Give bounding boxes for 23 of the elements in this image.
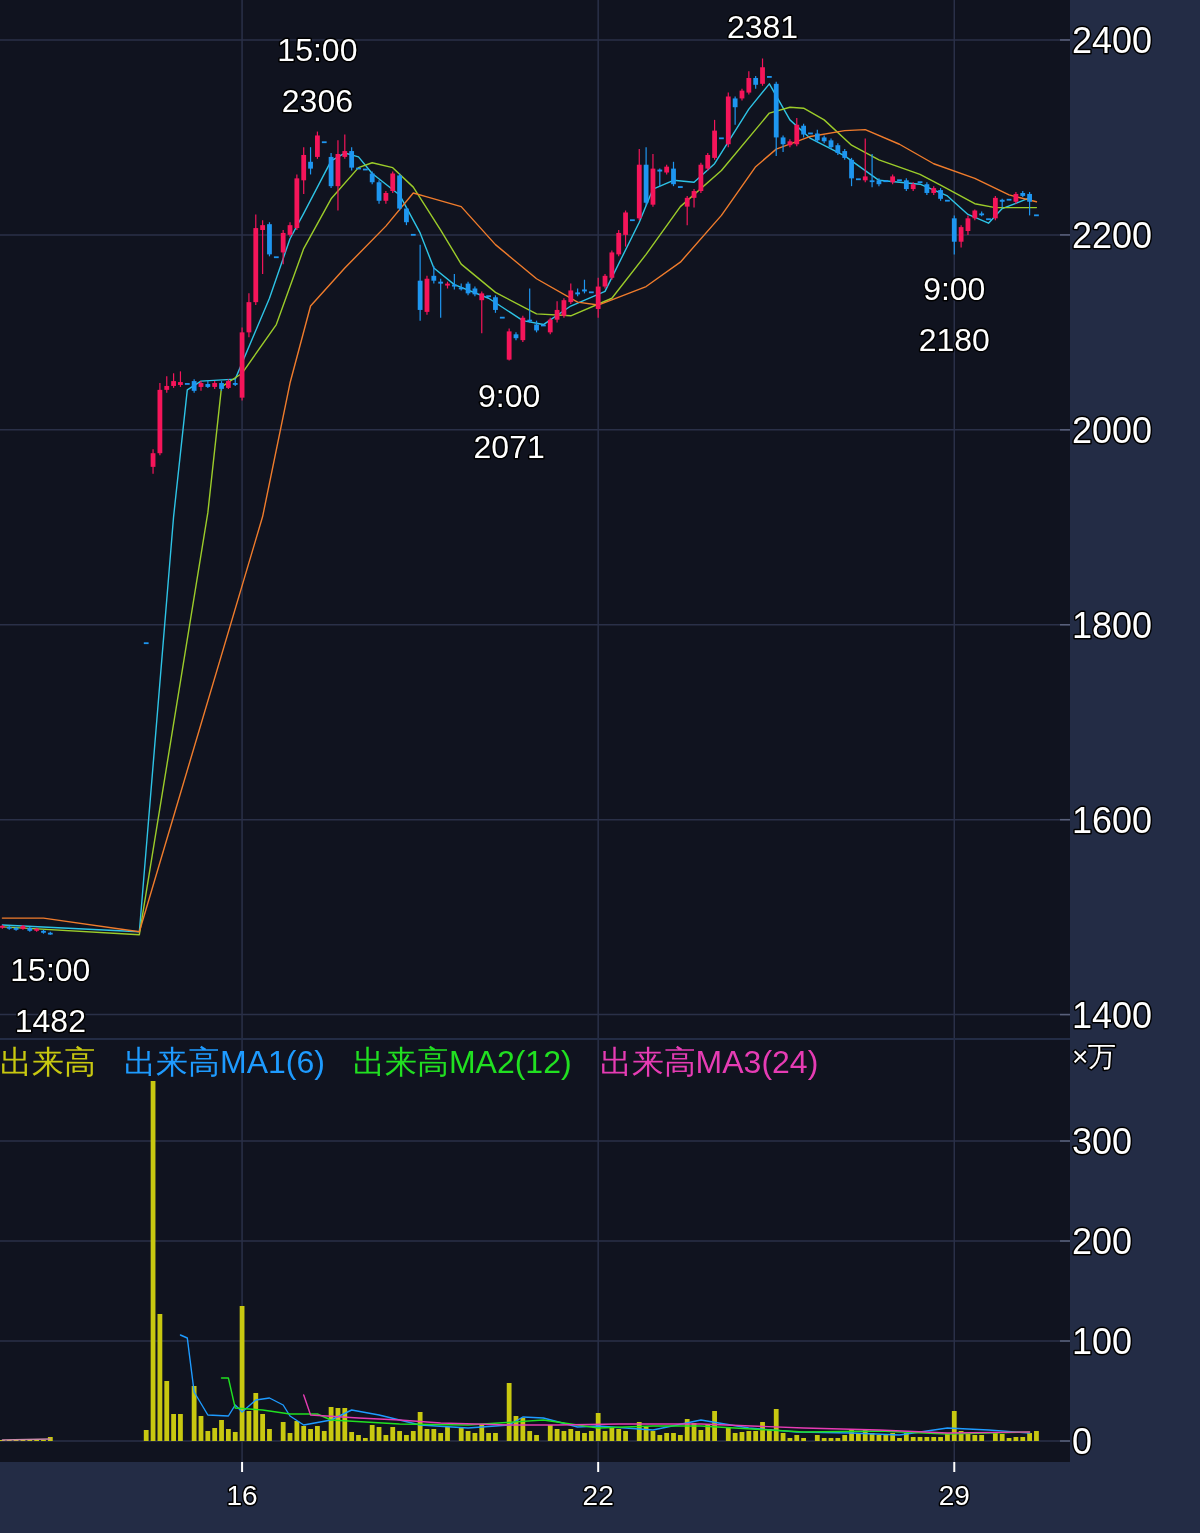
y-tick-label: 2200 [1072, 214, 1153, 256]
y-tick-label: 1400 [1072, 994, 1153, 1036]
y-tick-label: 200 [1072, 1221, 1133, 1262]
series-label: 出来高 [0, 1044, 96, 1080]
annotation: 9:00 2071 [473, 377, 545, 465]
annotation: 9:00 2180 [918, 271, 990, 359]
y-tick-label: 0 [1072, 1421, 1093, 1462]
x-tick-label: 29 [938, 1480, 970, 1511]
y-tick-label: 100 [1072, 1321, 1133, 1362]
y-tick-label: 300 [1072, 1121, 1133, 1162]
annotation: 2381 [726, 9, 799, 46]
y-axis-title: ×万 [1072, 1041, 1117, 1072]
y-tick-label: 2000 [1072, 409, 1153, 451]
annotation: 15:00 2306 [277, 31, 358, 119]
text: 出来高MA3(24) [599, 1044, 819, 1080]
y-tick-label: 2400 [1072, 19, 1153, 61]
y-tick-label: 1600 [1072, 799, 1153, 841]
x-tick-label: 22 [582, 1480, 614, 1511]
x-tick-label: 16 [226, 1480, 258, 1511]
y-tick-label: 1800 [1072, 604, 1153, 646]
text: 出来高MA1(6) [124, 1044, 325, 1080]
annotation: 15:00 1482 [10, 951, 91, 1039]
text: 出来高MA2(12) [352, 1044, 572, 1080]
